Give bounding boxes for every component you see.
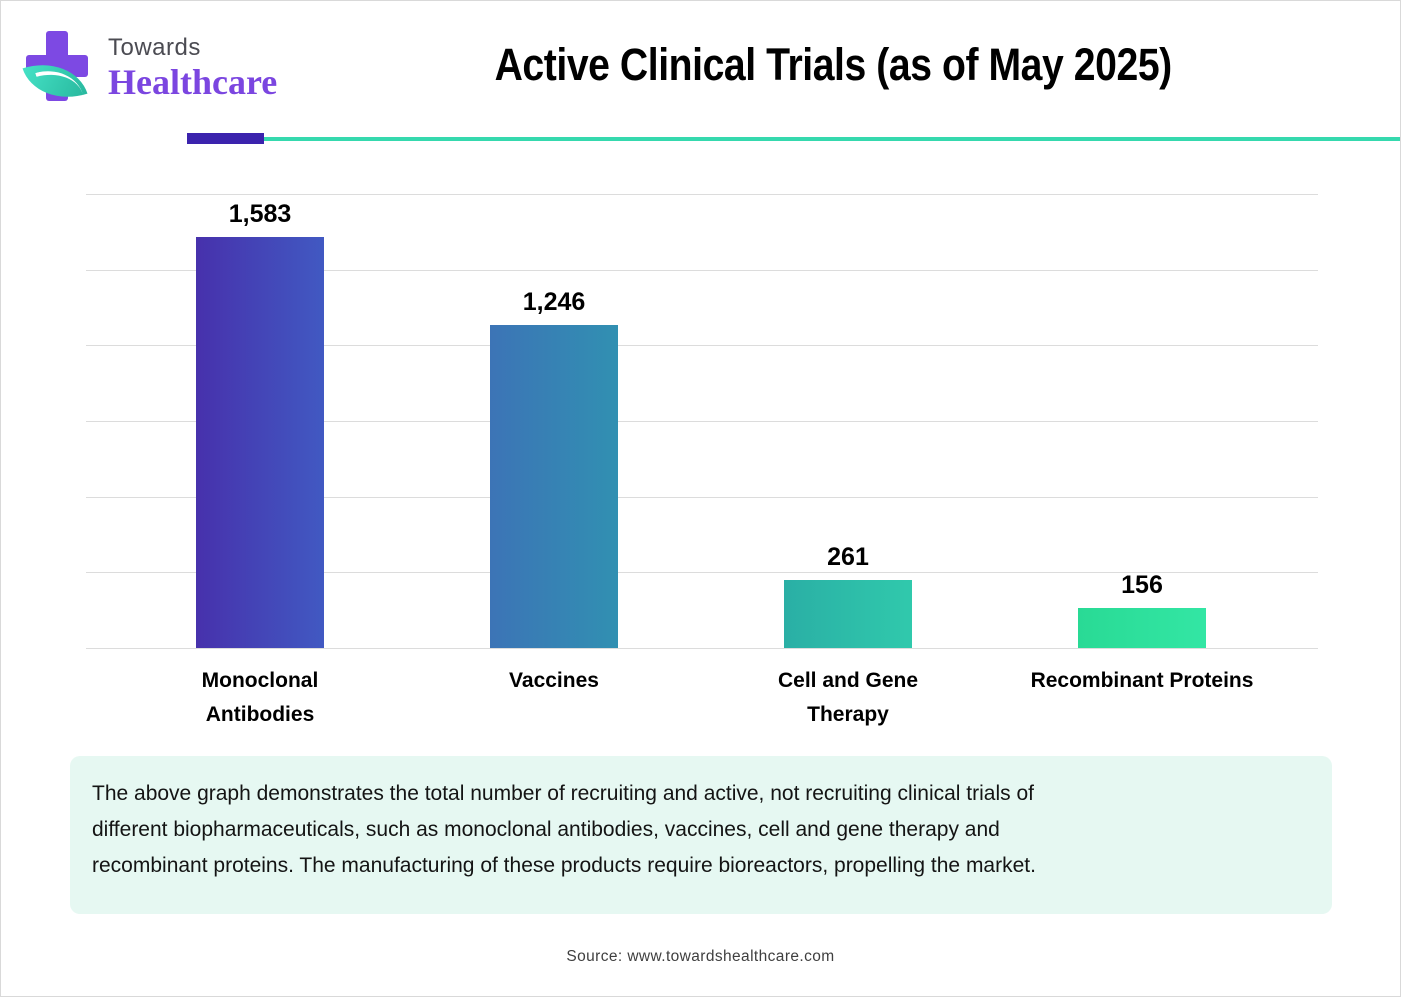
gridline xyxy=(86,648,1318,649)
healthcare-cross-leaf-icon xyxy=(22,29,98,111)
bar-column: 1,583 xyxy=(113,194,407,648)
description-line: recombinant proteins. The manufacturing … xyxy=(92,854,1036,877)
description-line: The above graph demonstrates the total n… xyxy=(92,782,1034,805)
bar xyxy=(784,580,912,648)
page-title: Active Clinical Trials (as of May 2025) xyxy=(494,39,1172,90)
bar-column: 156 xyxy=(995,194,1289,648)
brand-name-towards: Towards xyxy=(108,34,201,61)
bar-chart: 1,583 1,246 261 156 xyxy=(86,194,1318,649)
category-axis-labels: Monoclonal Antibodies Vaccines Cell and Gen… xyxy=(113,664,1289,732)
gridline xyxy=(86,572,1318,574)
bar-value-label: 1,583 xyxy=(228,200,292,229)
bar-value-label: 1,246 xyxy=(522,287,586,316)
gridline xyxy=(86,194,1318,195)
gridline xyxy=(86,345,1318,347)
category-label: Cell and Gene Therapy xyxy=(777,669,919,726)
bars-container: 1,583 1,246 261 156 xyxy=(113,194,1289,648)
bar xyxy=(490,324,618,648)
bar xyxy=(196,237,324,648)
bar-value-label: 261 xyxy=(827,543,869,572)
bar xyxy=(1078,607,1206,648)
gridline xyxy=(86,269,1318,271)
gridline xyxy=(86,421,1318,422)
category-label: Vaccines xyxy=(509,669,599,692)
divider-accent xyxy=(187,133,264,144)
brand-name-healthcare: Healthcare xyxy=(108,62,278,102)
brand-name: Towards Healthcare xyxy=(108,29,278,102)
gridline xyxy=(86,496,1318,498)
bar-column: 261 xyxy=(701,194,995,648)
category-label: Recombinant Proteins xyxy=(1030,669,1254,692)
title-container: Active Clinical Trials (as of May 2025) xyxy=(266,39,1400,91)
bar-column: 1,246 xyxy=(407,194,701,648)
description-line: different biopharmaceuticals, such as mo… xyxy=(92,818,1000,841)
category-label: Monoclonal Antibodies xyxy=(201,669,319,726)
bar-value-label: 156 xyxy=(1121,570,1163,599)
description-box: The above graph demonstrates the total n… xyxy=(70,756,1332,914)
source-attribution: Source: www.towardshealthcare.com xyxy=(566,948,835,965)
brand-logo: Towards Healthcare xyxy=(22,29,278,111)
divider-line xyxy=(264,137,1400,141)
